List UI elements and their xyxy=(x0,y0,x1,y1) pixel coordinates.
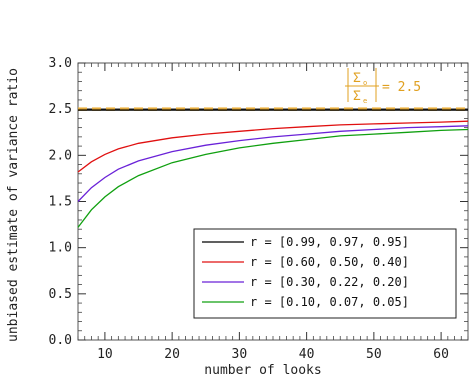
svg-text:o: o xyxy=(363,79,367,87)
svg-text:Σ: Σ xyxy=(353,71,361,86)
x-tick-label: 30 xyxy=(232,347,248,362)
sigma-ratio-fraction: Σ o Σ e xyxy=(345,68,379,105)
series-line-3 xyxy=(77,128,469,228)
annotation-sigma-ratio: Σ o Σ e = 2.5 xyxy=(345,68,421,105)
x-tick-label: 60 xyxy=(433,347,449,362)
x-tick-label: 20 xyxy=(164,347,180,362)
y-tick-label: 1.5 xyxy=(49,195,72,210)
x-tick-label: 10 xyxy=(97,347,113,362)
axis-ticks xyxy=(77,62,469,341)
y-tick-label: 1.0 xyxy=(49,241,72,256)
legend-label: r = [0.99, 0.97, 0.95] xyxy=(250,235,409,249)
y-tick-label: 0.0 xyxy=(49,333,72,348)
series-line-2 xyxy=(77,125,469,202)
x-tick-label: 40 xyxy=(299,347,315,362)
legend: r = [0.99, 0.97, 0.95] r = [0.60, 0.50, 0… xyxy=(193,228,457,319)
svg-text:e: e xyxy=(363,97,367,105)
legend-label: r = [0.60, 0.50, 0.40] xyxy=(250,255,409,269)
y-tick-label: 2.5 xyxy=(49,102,72,117)
legend-label: r = [0.10, 0.07, 0.05] xyxy=(250,295,409,309)
x-tick-label: 50 xyxy=(366,347,382,362)
series-lines xyxy=(77,109,469,228)
sigma-ratio-value: = 2.5 xyxy=(382,80,421,95)
x-axis-label: number of looks xyxy=(204,363,321,378)
y-tick-label: 3.0 xyxy=(49,56,72,71)
y-axis-label: unbiased estimate of variance ratio xyxy=(6,68,21,342)
tick-labels: 10 20 30 40 50 60 0.0 0.5 1.0 1.5 2.0 2.5 3.0 xyxy=(49,56,449,362)
y-tick-label: 0.5 xyxy=(49,287,72,302)
legend-label: r = [0.30, 0.22, 0.20] xyxy=(250,275,409,289)
y-tick-label: 2.0 xyxy=(49,148,72,163)
series-line-1 xyxy=(77,120,469,173)
legend-box xyxy=(193,228,457,319)
svg-text:Σ: Σ xyxy=(353,89,361,104)
